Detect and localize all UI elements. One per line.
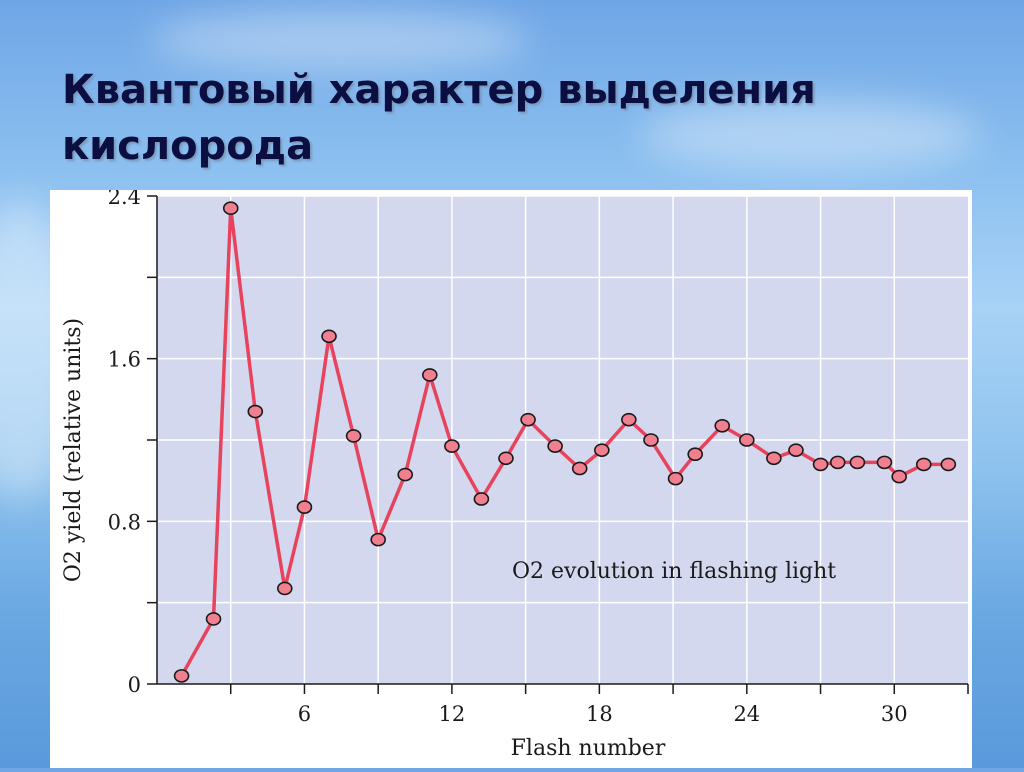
sky-cloud [150, 10, 530, 70]
data-point [370, 532, 386, 547]
data-point [915, 457, 932, 472]
chart-panel: 0 0.8 1.6 2.4 6 12 18 24 30 O2 evolution in fla… [50, 185, 972, 768]
data-point [247, 404, 264, 419]
data-point [891, 469, 907, 484]
x-axis-label: Flash number [511, 736, 666, 761]
x-tick-label: 18 [586, 702, 613, 726]
slide-title: Квантовый характер выделения кислорода [62, 62, 962, 174]
data-point [444, 439, 460, 453]
data-point [321, 329, 337, 344]
chart-svg: 0 0.8 1.6 2.4 6 12 18 24 30 O2 evolution in fla… [61, 185, 969, 761]
data-point [276, 581, 293, 596]
data-point [520, 412, 536, 427]
axes [147, 195, 969, 694]
data-point [296, 500, 313, 514]
y-tick-label: 2.4 [108, 190, 141, 209]
data-point [829, 455, 846, 470]
data-point [621, 412, 637, 427]
data-point [788, 443, 804, 457]
slide-title-line-1: Квантовый характер выделения [62, 67, 816, 113]
x-tick-label: 24 [733, 702, 760, 726]
x-tick-labels: 6 12 18 24 30 [298, 702, 908, 726]
data-point [667, 471, 684, 486]
x-tick-label: 6 [298, 702, 311, 726]
y-tick-label: 0.8 [108, 510, 141, 534]
data-point [397, 467, 414, 482]
data-point [547, 439, 563, 453]
data-point [739, 433, 755, 447]
data-point [643, 433, 659, 447]
data-point [421, 368, 438, 382]
data-point [687, 447, 704, 462]
data-point [173, 669, 190, 683]
data-point [940, 457, 957, 472]
data-points [173, 201, 957, 683]
slide-title-line-2: кислорода [62, 123, 314, 169]
x-tick-label: 12 [439, 702, 466, 726]
data-point [714, 418, 731, 433]
y-tick-labels: 0 0.8 1.6 2.4 [108, 185, 141, 697]
data-point [594, 443, 610, 457]
x-tick-label: 30 [881, 702, 908, 726]
data-point [498, 451, 514, 466]
data-point [205, 612, 222, 626]
chart-annotation: O2 evolution in flashing light [512, 559, 836, 584]
data-point [222, 201, 239, 216]
y-axis-label: O2 yield (relative units) [61, 318, 86, 582]
data-point [473, 492, 490, 506]
data-point [766, 451, 782, 466]
data-point [571, 461, 588, 476]
y-tick-label: 1.6 [108, 348, 141, 372]
data-point [345, 429, 362, 443]
data-point [812, 457, 829, 472]
y-tick-label: 0 [128, 673, 141, 697]
data-point [849, 455, 866, 470]
sky-cloud [640, 100, 980, 170]
data-point [876, 455, 893, 470]
